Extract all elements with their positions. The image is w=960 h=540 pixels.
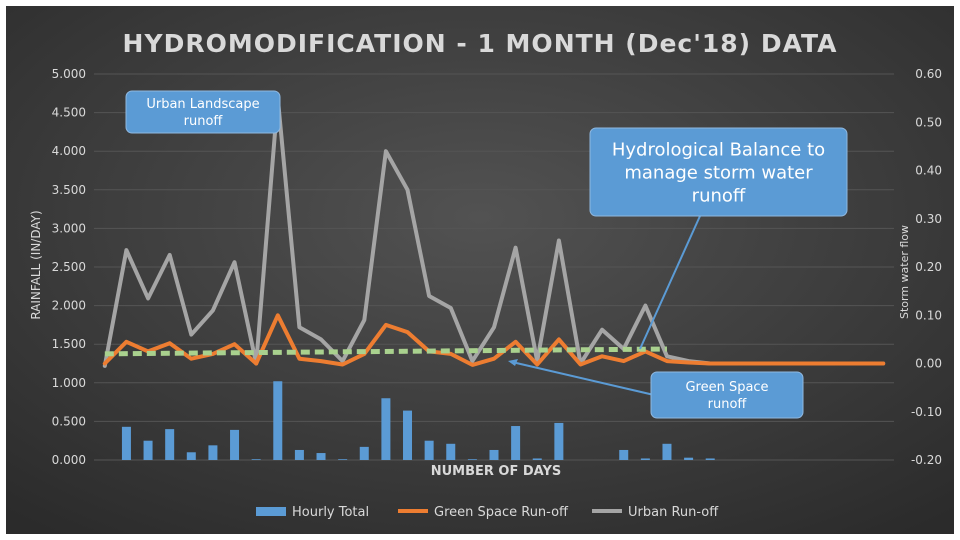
- bar-hourly-total: [381, 398, 391, 460]
- bar-hourly-total: [532, 458, 542, 460]
- y-right-tick-label: 0.40: [915, 164, 942, 178]
- bar-hourly-total: [359, 446, 369, 460]
- bar-hourly-total: [403, 410, 413, 460]
- bar-hourly-total: [705, 458, 715, 460]
- bar-hourly-total: [511, 426, 521, 460]
- bar-hourly-total: [424, 440, 434, 460]
- hydrological-balance-line: [104, 346, 667, 357]
- bar-hourly-total: [165, 429, 175, 460]
- y-right-tick-label: 0.20: [915, 260, 942, 274]
- bar-hourly-total: [489, 449, 499, 460]
- y-left-tick-label: 1.500: [52, 337, 86, 351]
- y-left-tick-label: 4.500: [52, 106, 86, 120]
- balance-callout-box: [589, 127, 848, 217]
- bar-hourly-total: [316, 453, 326, 460]
- legend-label: Urban Run-off: [628, 505, 719, 520]
- y-left-tick-label: 3.500: [52, 183, 86, 197]
- bar-hourly-total: [467, 459, 477, 460]
- y-left-tick-label: 3.000: [52, 221, 86, 235]
- bar-hourly-total: [251, 459, 261, 460]
- y-right-tick-label: 0.10: [915, 308, 942, 322]
- green-callout-text: Green Space: [685, 380, 768, 395]
- green-callout-arrowhead: [508, 359, 518, 366]
- y-right-tick-label: 0.30: [915, 212, 942, 226]
- bar-hourly-total: [662, 443, 672, 460]
- legend-label: Hourly Total: [292, 505, 369, 520]
- y-right-tick-label: 0.60: [915, 67, 942, 81]
- chart-title: HYDROMODIFICATION - 1 MONTH (Dec'18) DAT…: [123, 29, 838, 58]
- y-left-tick-label: 1.000: [52, 376, 86, 390]
- balance-callout-text: runoff: [692, 185, 746, 206]
- bar-hourly-total: [619, 449, 629, 460]
- chart-frame: 0.000 0.500 1.000 1.500 2.000 2.500 3.000 3.500…: [6, 6, 954, 534]
- y-right-tick-label: 0.50: [915, 115, 942, 129]
- balance-callout-text: manage storm water: [624, 162, 813, 183]
- urban-callout-text: runoff: [184, 114, 224, 129]
- green-space-runoff-line: [102, 313, 886, 367]
- y-left-tick-label: 0.000: [52, 453, 86, 467]
- bar-hourly-total: [294, 449, 304, 460]
- y-left-tick-label: 2.500: [52, 260, 86, 274]
- urban-callout-box: [125, 90, 281, 134]
- balance-callout-text: Hydrological Balance to: [612, 139, 825, 160]
- bar-hourly-total: [554, 422, 564, 460]
- bar-hourly-total: [640, 458, 650, 460]
- y-right-tick-label: -0.20: [911, 453, 942, 467]
- bar-hourly-total: [684, 457, 694, 460]
- x-axis-title: NUMBER OF DAYS: [431, 464, 562, 479]
- bar-hourly-total: [143, 440, 153, 460]
- legend-label: Green Space Run-off: [434, 505, 569, 520]
- balance-callout-pointer: [639, 215, 701, 350]
- green-callout-box: [650, 371, 804, 419]
- bar-hourly-total: [338, 459, 348, 460]
- y-left-tick-label: 4.000: [52, 144, 86, 158]
- y-left-tick-label: 0.500: [52, 414, 86, 428]
- y-right-axis-title: Storm water flow: [898, 225, 911, 319]
- y-right-tick-label: -0.10: [911, 405, 942, 419]
- green-callout-text: runoff: [708, 397, 748, 412]
- y-right-tick-label: 0.00: [915, 357, 942, 371]
- y-left-tick-label: 5.000: [52, 67, 86, 81]
- bar-hourly-total: [121, 426, 131, 460]
- combo-chart: 0.000 0.500 1.000 1.500 2.000 2.500 3.000 3.500…: [6, 6, 954, 534]
- green-callout-pointer: [511, 361, 655, 396]
- y-left-tick-label: 2.000: [52, 299, 86, 313]
- bar-hourly-total: [446, 443, 456, 460]
- urban-callout-text: Urban Landscape: [146, 97, 259, 112]
- bar-hourly-total: [208, 445, 218, 460]
- bar-hourly-total: [186, 452, 196, 460]
- bar-hourly-total: [230, 429, 240, 460]
- legend-swatch: [256, 507, 286, 516]
- y-left-axis-title: RAINFALL (IN/DAY): [29, 210, 43, 319]
- bar-hourly-total: [273, 381, 283, 460]
